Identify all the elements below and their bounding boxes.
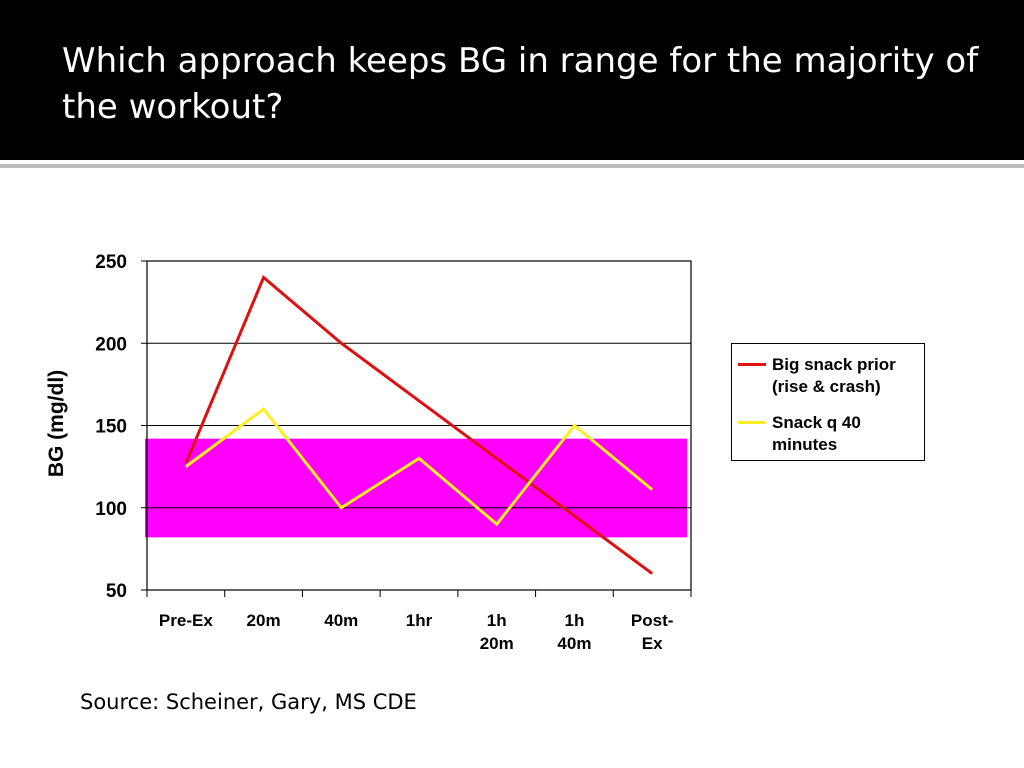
chart-legend: Big snack prior (rise & crash) Snack q 4…	[731, 343, 925, 461]
legend-item-snack-q40: Snack q 40 minutes	[738, 412, 927, 456]
x-tick-label: 1hr	[406, 611, 433, 630]
x-tick-label: Pre-Ex	[159, 611, 213, 630]
y-tick-label-250: 250	[95, 252, 127, 273]
y-tick-label-150: 150	[95, 417, 127, 438]
target-range-band	[145, 438, 687, 538]
legend-label-big-snack: Big snack prior (rise & crash)	[772, 355, 896, 396]
legend-label-snack-q40: Snack q 40 minutes	[772, 413, 861, 454]
source-citation: Source: Scheiner, Gary, MS CDE	[80, 690, 417, 714]
legend-item-big-snack: Big snack prior (rise & crash)	[738, 354, 927, 398]
y-tick-label-100: 100	[95, 499, 127, 520]
x-tick-label: Post-Ex	[631, 611, 674, 653]
x-tick-label: 20m	[247, 611, 281, 630]
title-divider-white	[0, 160, 1024, 164]
y-tick-label-50: 50	[106, 581, 127, 602]
x-tick-label: 1h 40m	[557, 611, 591, 653]
x-tick-label: 40m	[324, 611, 358, 630]
y-axis-label: BG (mg/dl)	[45, 370, 68, 477]
title-divider-gray	[0, 164, 1024, 168]
legend-swatch-red	[738, 363, 766, 366]
y-tick-label-200: 200	[95, 334, 127, 355]
x-tick-label: 1h 20m	[480, 611, 514, 653]
legend-swatch-yellow	[738, 421, 766, 424]
title-bar: Which approach keeps BG in range for the…	[0, 0, 1024, 160]
slide-title: Which approach keeps BG in range for the…	[62, 41, 979, 127]
